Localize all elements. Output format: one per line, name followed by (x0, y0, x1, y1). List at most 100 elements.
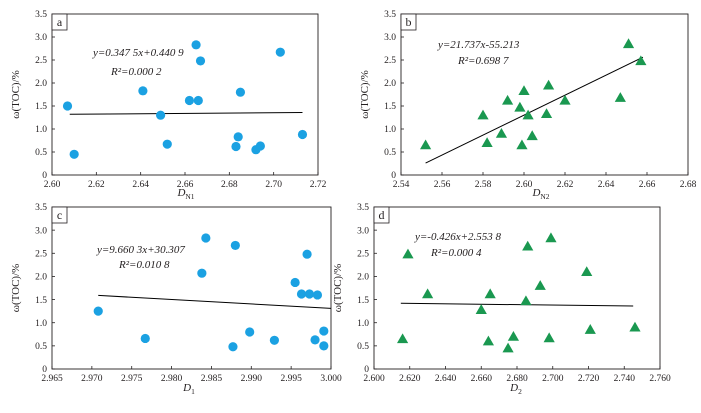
plot-frame (400, 13, 689, 176)
data-point (534, 280, 546, 290)
y-tick-label: 1.0 (384, 125, 396, 135)
panel-letter-box (51, 206, 68, 224)
data-point (522, 109, 534, 120)
data-point (231, 141, 241, 152)
regression-equation: y=0.347 5x+0.440 9 (92, 47, 184, 59)
y-tick-label: 3.0 (35, 226, 47, 236)
data-point (484, 288, 496, 299)
y-tick-label: 3.5 (35, 203, 47, 213)
y-tick-label: 0.5 (357, 342, 369, 352)
data-point (162, 139, 172, 149)
regression-line (400, 302, 634, 307)
data-point (156, 110, 166, 120)
x-tick-label: 2.740 (614, 374, 636, 384)
data-point (543, 332, 555, 343)
data-point (520, 295, 532, 306)
y-tick-label: 3.0 (35, 33, 47, 43)
data-point (543, 79, 555, 90)
regression-line (425, 56, 644, 164)
data-point (138, 86, 148, 96)
regression-equation: y=21.737x-55.213 (437, 39, 520, 51)
panel-a: 0 0.5 1.0 1.5 2.0 2.5 3.0 3.5 2.60 2.62 2.64 2.66 2.… (10, 10, 327, 201)
y-tick-label: 1.5 (357, 296, 369, 306)
data-point (516, 139, 528, 150)
y-tick-label: 0.5 (35, 148, 47, 158)
x-tick-label: 2.980 (161, 374, 183, 384)
data-point (184, 95, 195, 106)
y-tick-label: 3.0 (357, 226, 369, 236)
panel-letter-box (373, 206, 390, 224)
panel-letter: a (57, 15, 63, 29)
y-tick-label: 3.5 (357, 203, 369, 213)
r-squared-label: R²=0.000 4 (430, 247, 482, 259)
data-point (235, 87, 246, 97)
x-axis-label: D2 (509, 382, 522, 396)
y-tick-label: 2.5 (384, 56, 396, 66)
data-point (312, 290, 323, 300)
data-point (228, 342, 238, 352)
plot-frame (51, 206, 332, 370)
data-point (514, 101, 526, 112)
x-tick-label: 2.700 (542, 374, 564, 384)
data-point (233, 132, 243, 142)
data-point (319, 326, 329, 336)
y-tick-label: 0 (391, 171, 396, 181)
x-tick-label: 2.58 (475, 180, 492, 190)
data-point (545, 232, 557, 243)
y-tick-label: 0 (364, 365, 369, 375)
y-tick-label: 3.5 (35, 10, 47, 20)
panel-letter: b (406, 15, 412, 29)
y-tick-label: 3.0 (384, 33, 396, 43)
x-tick-label: 2.970 (81, 374, 103, 384)
data-point (255, 141, 265, 151)
x-tick-label: 2.60 (44, 180, 61, 190)
x-tick-label: 2.54 (393, 180, 410, 190)
data-point (502, 94, 514, 105)
regression-equation: y=9.660 3x+30.307 (96, 244, 185, 256)
data-point (201, 233, 211, 243)
data-point (193, 95, 203, 106)
y-tick-label: 0 (42, 171, 47, 181)
x-tick-label: 2.70 (265, 180, 282, 190)
data-point (614, 92, 626, 102)
data-point (140, 333, 150, 344)
x-tick-label: 2.60 (516, 180, 533, 190)
x-tick-label: 2.680 (506, 374, 528, 384)
x-tick-label: 2.985 (201, 374, 223, 384)
data-point (310, 335, 320, 345)
x-tick-label: 2.975 (121, 374, 143, 384)
x-tick-label: 2.990 (241, 374, 263, 384)
data-point (629, 321, 641, 332)
data-point (422, 288, 434, 299)
r-squared-label: R²=0.698 7 (457, 55, 509, 67)
y-tick-label: 2.0 (357, 273, 369, 283)
regression-line (69, 111, 303, 115)
y-tick-label: 2.5 (357, 249, 369, 259)
y-axis-label: ω(TOC)/% (332, 264, 344, 313)
panel-b: 0 0.5 1.0 1.5 2.0 2.5 3.0 3.5 2.54 2.56 2.58 2.60 2.… (359, 10, 697, 201)
y-tick-label: 1.5 (35, 296, 47, 306)
data-point (296, 289, 307, 299)
data-point (297, 129, 308, 140)
y-tick-label: 1.0 (357, 319, 369, 329)
data-point (319, 341, 329, 351)
y-tick-label: 1.0 (35, 125, 47, 135)
data-point (502, 342, 514, 353)
data-point (518, 85, 530, 96)
x-axis-label: D1 (182, 382, 195, 396)
y-tick-label: 0.5 (384, 148, 396, 158)
y-axis-label: ω(TOC)/% (10, 264, 22, 313)
data-point (495, 128, 508, 138)
y-tick-label: 0.5 (35, 342, 47, 352)
x-axis-label: DN1 (176, 187, 194, 201)
panel-letter-box (51, 13, 68, 31)
data-point (269, 335, 280, 345)
y-tick-label: 0 (42, 365, 47, 375)
x-tick-label: 2.760 (649, 374, 671, 384)
data-point (622, 38, 635, 49)
x-tick-label: 2.64 (598, 180, 615, 190)
y-axis-label: ω(TOC)/% (10, 70, 22, 119)
x-tick-label: 2.68 (221, 180, 238, 190)
